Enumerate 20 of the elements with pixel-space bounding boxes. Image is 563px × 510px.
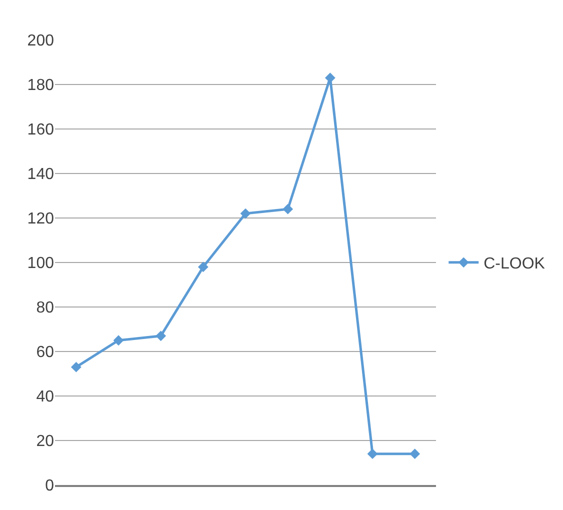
point <box>240 208 251 219</box>
y-tick-label: 40 <box>36 388 54 406</box>
point <box>410 448 420 460</box>
y-tick-label: 200 <box>27 32 54 50</box>
y-tick-label: 80 <box>36 300 54 317</box>
point <box>113 335 124 346</box>
y-tick-label: 140 <box>27 166 54 184</box>
point <box>367 448 378 460</box>
point <box>70 362 82 372</box>
point <box>282 204 294 214</box>
y-tick-label: 60 <box>36 344 54 362</box>
y-tick-label: 160 <box>27 122 54 139</box>
y-tick-label: 120 <box>27 210 54 228</box>
y-tick-label: 100 <box>27 255 54 272</box>
point <box>198 262 208 272</box>
y-tick-label: 20 <box>36 433 54 450</box>
y-tick-label: 0 <box>45 478 54 495</box>
y-tick-label: 180 <box>27 77 54 94</box>
point <box>156 330 166 342</box>
legend-label: C-LOOK <box>484 256 546 273</box>
